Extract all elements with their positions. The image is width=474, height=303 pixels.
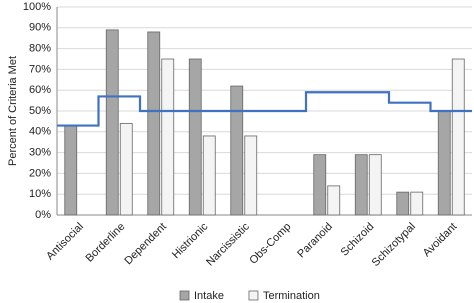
bar <box>230 85 244 216</box>
y-tick-label: 30% <box>29 147 51 159</box>
bar <box>354 154 368 216</box>
bar <box>147 31 161 216</box>
bar <box>410 191 424 216</box>
x-tick-label: Schizotypal <box>370 221 418 269</box>
y-tick-label: 0% <box>35 209 51 221</box>
y-tick-label: 80% <box>29 43 51 55</box>
y-tick-label: 90% <box>29 22 51 34</box>
y-axis-label: Percent of Criteria Met <box>7 56 19 166</box>
bar <box>368 154 382 216</box>
bar <box>64 125 78 216</box>
bar <box>451 58 465 216</box>
x-tick-label: Obs-Comp <box>247 221 293 267</box>
legend-swatch <box>248 290 259 301</box>
x-tick-label: Histrionic <box>170 220 211 261</box>
x-tick-label: Narcissistic <box>204 220 252 268</box>
bar <box>202 135 216 216</box>
bar <box>437 110 451 216</box>
bar <box>244 135 258 216</box>
bar <box>188 58 202 216</box>
x-tick-label: Dependent <box>122 221 169 268</box>
bar <box>396 191 410 216</box>
x-tick-label: Avoidant <box>421 221 460 260</box>
bar <box>105 29 119 216</box>
bar <box>327 185 341 216</box>
legend-swatch <box>179 290 190 301</box>
bar <box>313 154 327 216</box>
legend-label: Termination <box>263 290 320 302</box>
x-tick-label: Borderline <box>83 221 127 265</box>
bar <box>161 58 175 216</box>
x-tick-label: Paranoid <box>295 221 335 261</box>
y-tick-label: 50% <box>29 105 51 117</box>
x-tick-label: Schizoid <box>339 221 377 259</box>
y-tick-label: 10% <box>29 188 51 200</box>
y-tick-label: 20% <box>29 167 51 179</box>
x-tick-label: Antisocial <box>44 221 86 263</box>
y-tick-label: 100% <box>23 1 51 13</box>
y-tick-label: 70% <box>29 63 51 75</box>
y-tick-label: 60% <box>29 84 51 96</box>
y-tick-label: 40% <box>29 126 51 138</box>
step-line <box>57 91 472 127</box>
bar <box>119 123 133 216</box>
legend-label: Intake <box>194 290 224 302</box>
